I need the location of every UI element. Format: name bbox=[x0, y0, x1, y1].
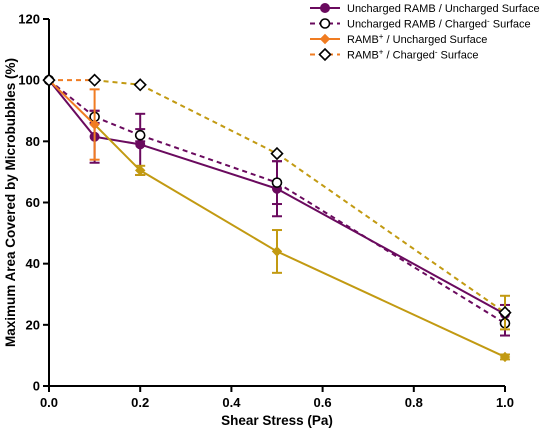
legend-marker bbox=[318, 47, 332, 62]
data-point bbox=[270, 146, 284, 161]
series-line-segment bbox=[139, 134, 278, 184]
series-line-segment bbox=[48, 79, 96, 138]
legend-marker bbox=[319, 33, 331, 45]
data-point bbox=[87, 73, 102, 87]
series-line-segment bbox=[93, 123, 141, 172]
legend-superscript: - bbox=[435, 47, 438, 56]
x-axis-title: Shear Stress (Pa) bbox=[221, 413, 333, 428]
legend-entry-3: RAMB+ / Charged- Surface bbox=[310, 47, 478, 62]
legend-text-part: Uncharged RAMB / Charged bbox=[347, 19, 487, 31]
legend-text-part: Surface bbox=[490, 19, 531, 31]
legend: Uncharged RAMB / Uncharged SurfaceUnchar… bbox=[310, 3, 540, 62]
legend-text-part: RAMB bbox=[347, 34, 379, 46]
legend-label: Uncharged RAMB / Charged- Surface bbox=[347, 16, 531, 31]
y-tick-label: 0 bbox=[33, 379, 40, 394]
data-point bbox=[271, 246, 283, 257]
axes: 0 20 40 60 80 100 120 0.0 0.2 0.4 0.6 0.8 1.0 Shear S… bbox=[3, 12, 514, 429]
series-line-segment bbox=[139, 143, 278, 190]
data-point bbox=[134, 129, 146, 141]
legend-label: RAMB+ / Charged- Surface bbox=[347, 47, 478, 62]
legend-text-part: / Uncharged Surface bbox=[383, 34, 487, 46]
series-layer bbox=[42, 73, 512, 363]
series-2 bbox=[43, 74, 511, 363]
legend-entry-0: Uncharged RAMB / Uncharged Surface bbox=[310, 3, 540, 15]
series-line-segment bbox=[276, 250, 506, 358]
series-line-segment bbox=[48, 79, 96, 126]
data-point bbox=[498, 305, 512, 320]
legend-superscript: + bbox=[379, 32, 384, 41]
x-tick-label: 0.6 bbox=[314, 395, 332, 410]
data-point bbox=[271, 177, 283, 188]
y-tick-label: 40 bbox=[26, 256, 40, 271]
legend-entry-1: Uncharged RAMB / Charged- Surface bbox=[310, 16, 531, 31]
x-tick-label: 1.0 bbox=[496, 395, 514, 410]
y-tick-label: 60 bbox=[26, 195, 40, 210]
data-point bbox=[499, 351, 511, 363]
data-point bbox=[89, 119, 100, 130]
series-line-segment bbox=[94, 79, 141, 86]
series-3 bbox=[42, 73, 512, 331]
legend-marker bbox=[320, 3, 330, 13]
legend-text-part: RAMB bbox=[347, 50, 379, 62]
data-point bbox=[134, 165, 146, 176]
legend-superscript: + bbox=[379, 47, 384, 56]
series-line-segment bbox=[276, 187, 506, 316]
series-line-segment bbox=[139, 169, 278, 253]
y-tick-label: 100 bbox=[18, 73, 40, 88]
x-tick-label: 0.8 bbox=[405, 395, 423, 410]
legend-text-part: Uncharged RAMB / Uncharged Surface bbox=[347, 3, 540, 15]
y-axis-title: Maximum Area Covered by Microbubbles (%) bbox=[3, 58, 18, 347]
series-line-segment bbox=[139, 83, 278, 155]
series-line-segment bbox=[276, 181, 506, 325]
legend-superscript: - bbox=[487, 16, 490, 25]
y-tick-label: 20 bbox=[26, 317, 40, 332]
series-line-segment bbox=[94, 135, 141, 146]
y-tick-label: 120 bbox=[18, 12, 40, 27]
x-tick-label: 0.0 bbox=[40, 395, 58, 410]
series-line-segment bbox=[94, 115, 141, 137]
x-tick-label: 0.4 bbox=[222, 395, 241, 410]
data-point bbox=[42, 73, 56, 87]
data-point bbox=[133, 78, 147, 92]
series-line-segment bbox=[276, 152, 506, 314]
y-tick-label: 80 bbox=[26, 134, 40, 149]
legend-text-part: / Charged bbox=[383, 50, 434, 62]
legend-marker bbox=[319, 18, 331, 29]
legend-label: Uncharged RAMB / Uncharged Surface bbox=[347, 3, 540, 15]
legend-entry-2: RAMB+ / Uncharged Surface bbox=[310, 32, 487, 47]
x-tick-label: 0.2 bbox=[131, 395, 149, 410]
legend-label: RAMB+ / Uncharged Surface bbox=[347, 32, 487, 47]
legend-text-part: Surface bbox=[438, 50, 479, 62]
